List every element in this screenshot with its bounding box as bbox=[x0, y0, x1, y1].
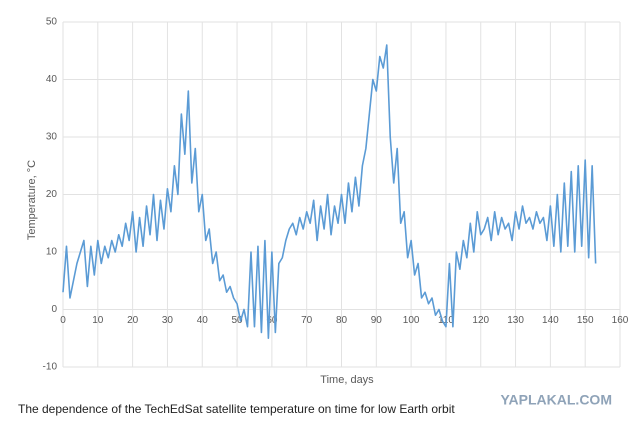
x-tick-label: 10 bbox=[92, 315, 104, 326]
y-tick-label: 20 bbox=[46, 189, 58, 200]
y-tick-label: 0 bbox=[51, 304, 57, 315]
x-tick-label: 100 bbox=[403, 315, 420, 326]
y-tick-label: 40 bbox=[46, 74, 58, 85]
x-tick-label: 120 bbox=[472, 315, 489, 326]
y-tick-label: -10 bbox=[43, 362, 58, 373]
data-line bbox=[62, 44, 597, 340]
x-tick-label: 20 bbox=[127, 315, 139, 326]
x-tick-label: 80 bbox=[336, 315, 348, 326]
y-tick-label: 10 bbox=[46, 247, 58, 258]
x-tick-label: 70 bbox=[301, 315, 313, 326]
x-tick-label: 60 bbox=[266, 315, 278, 326]
x-tick-label: 150 bbox=[577, 315, 594, 326]
x-tick-label: 140 bbox=[542, 315, 559, 326]
x-tick-label: 130 bbox=[507, 315, 524, 326]
x-tick-label: 40 bbox=[197, 315, 209, 326]
caption: The dependence of the TechEdSat satellit… bbox=[18, 402, 455, 416]
x-tick-label: 0 bbox=[60, 315, 66, 326]
y-tick-label: 50 bbox=[46, 17, 58, 28]
x-tick-label: 50 bbox=[232, 315, 244, 326]
x-axis-label: Time, days bbox=[320, 374, 374, 386]
y-axis-label: Temperature, °C bbox=[26, 160, 38, 240]
watermark: YAPLAKAL.COM bbox=[501, 392, 613, 408]
x-tick-label: 160 bbox=[612, 315, 629, 326]
x-tick-label: 90 bbox=[371, 315, 383, 326]
x-tick-label: 30 bbox=[162, 315, 174, 326]
y-tick-label: 30 bbox=[46, 132, 58, 143]
